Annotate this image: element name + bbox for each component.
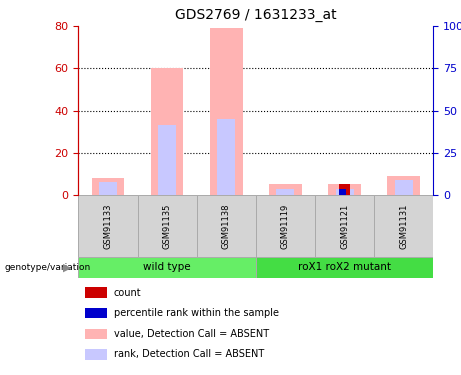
Bar xyxy=(85,328,107,339)
Bar xyxy=(197,195,256,257)
Bar xyxy=(210,28,242,195)
Title: GDS2769 / 1631233_at: GDS2769 / 1631233_at xyxy=(175,9,337,22)
Bar xyxy=(85,308,107,318)
Text: ▶: ▶ xyxy=(63,262,71,272)
Bar xyxy=(78,195,137,257)
Bar xyxy=(374,195,433,257)
Text: rank, Detection Call = ABSENT: rank, Detection Call = ABSENT xyxy=(114,350,264,359)
Text: GSM91133: GSM91133 xyxy=(103,203,112,249)
Text: value, Detection Call = ABSENT: value, Detection Call = ABSENT xyxy=(114,329,269,339)
Bar xyxy=(328,184,361,195)
Bar xyxy=(85,349,107,360)
Bar xyxy=(269,184,301,195)
Bar xyxy=(315,195,374,257)
Text: roX1 roX2 mutant: roX1 roX2 mutant xyxy=(298,262,391,272)
Bar xyxy=(99,182,117,195)
Bar xyxy=(217,119,235,195)
Bar xyxy=(85,287,107,298)
Bar xyxy=(137,195,197,257)
Text: GSM91131: GSM91131 xyxy=(399,203,408,249)
Text: GSM91121: GSM91121 xyxy=(340,203,349,249)
Text: count: count xyxy=(114,288,142,297)
Bar xyxy=(395,180,413,195)
Bar xyxy=(256,195,315,257)
Bar xyxy=(151,68,183,195)
Bar xyxy=(78,257,256,278)
Bar xyxy=(158,125,176,195)
Bar xyxy=(92,178,124,195)
Bar xyxy=(256,257,433,278)
Text: GSM91135: GSM91135 xyxy=(163,203,171,249)
Bar xyxy=(336,189,354,195)
Bar xyxy=(388,176,420,195)
Text: percentile rank within the sample: percentile rank within the sample xyxy=(114,308,279,318)
Text: genotype/variation: genotype/variation xyxy=(5,262,91,272)
Text: GSM91138: GSM91138 xyxy=(222,203,231,249)
Bar xyxy=(339,189,346,195)
Text: GSM91119: GSM91119 xyxy=(281,203,290,249)
Text: wild type: wild type xyxy=(143,262,191,272)
Bar xyxy=(277,189,295,195)
Bar xyxy=(339,184,350,195)
